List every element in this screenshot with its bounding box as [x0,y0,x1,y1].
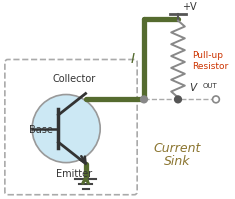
Text: Pull-up: Pull-up [192,51,223,60]
Text: Current: Current [153,141,201,155]
Text: Collector: Collector [52,74,96,84]
Text: Base: Base [29,125,53,135]
Text: Emitter: Emitter [56,169,92,179]
Text: Sink: Sink [164,155,190,168]
Circle shape [141,96,147,103]
Text: Resistor: Resistor [192,62,228,71]
Text: I: I [130,52,134,66]
Circle shape [212,96,219,103]
Circle shape [175,96,181,103]
Text: +V: +V [182,2,196,12]
Text: OUT: OUT [202,83,217,89]
Circle shape [32,95,100,163]
Text: V: V [189,83,196,93]
